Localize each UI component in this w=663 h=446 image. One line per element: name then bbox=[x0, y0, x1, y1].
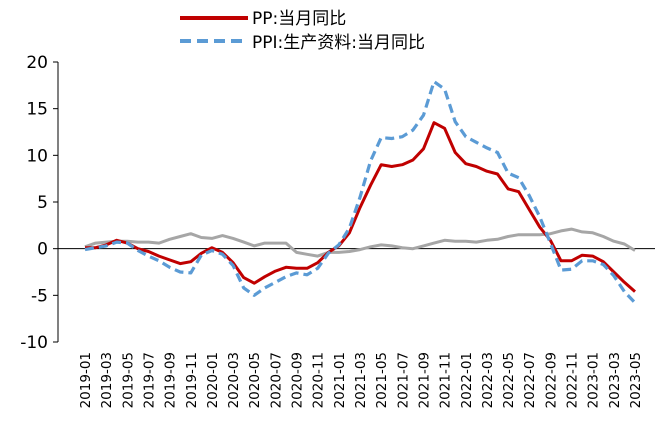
series-line-0 bbox=[85, 121, 636, 293]
x-tick-label: 2021-05 bbox=[374, 352, 390, 408]
x-tick-label: 2020-01 bbox=[205, 352, 221, 408]
x-tick-label: 2023-03 bbox=[607, 352, 623, 408]
series-line-1 bbox=[84, 79, 637, 304]
x-tick-label: 2021-09 bbox=[416, 352, 432, 408]
x-tick-label: 2019-09 bbox=[163, 352, 179, 408]
y-tick-label: -10 bbox=[20, 333, 48, 353]
x-tick-label: 2019-05 bbox=[120, 352, 136, 408]
x-tick-label: 2020-11 bbox=[311, 352, 327, 408]
y-tick-label: 20 bbox=[26, 53, 48, 73]
x-tick-label: 2020-03 bbox=[226, 352, 242, 408]
x-tick-label: 2022-07 bbox=[522, 352, 538, 408]
x-tick-label: 2023-01 bbox=[586, 352, 602, 408]
x-tick-label: 2022-09 bbox=[543, 352, 559, 408]
x-tick-label: 2022-05 bbox=[501, 352, 517, 408]
y-axis: -10 -5 0 5 10 15 20 bbox=[20, 53, 59, 353]
x-tick-label: 2021-01 bbox=[332, 352, 348, 408]
x-tick-label: 2021-03 bbox=[353, 352, 369, 408]
x-tick-label: 2019-01 bbox=[78, 352, 94, 408]
x-tick-label: 2019-11 bbox=[184, 352, 200, 408]
y-tick-label: 0 bbox=[37, 240, 48, 260]
x-tick-label: 2020-05 bbox=[247, 352, 263, 408]
y-tick-label: 15 bbox=[26, 100, 48, 120]
series-layer bbox=[84, 79, 637, 304]
x-tick-label: 2022-11 bbox=[565, 352, 581, 408]
x-tick-label: 2022-01 bbox=[459, 352, 475, 408]
y-tick-label: -5 bbox=[31, 286, 48, 306]
series-line-2 bbox=[84, 227, 636, 258]
x-tick-label: 2022-03 bbox=[480, 352, 496, 408]
x-tick-label: 2020-07 bbox=[268, 352, 284, 408]
x-axis: 2019-01 2019-03 2019-05 2019-07 2019-09 2019-… bbox=[58, 248, 655, 408]
x-tick-label: 2019-03 bbox=[99, 352, 115, 408]
legend: PP:当月同比 PPI:生产资料:当月同比 bbox=[180, 9, 425, 53]
x-tick-label: 2023-05 bbox=[628, 352, 644, 408]
x-tick-label: 2021-11 bbox=[438, 352, 454, 408]
x-tick-label: 2020-09 bbox=[290, 352, 306, 408]
y-tick-label: 5 bbox=[37, 193, 48, 213]
legend-label-ppi: PPI:生产资料:当月同比 bbox=[252, 33, 425, 53]
x-tick-label: 2021-07 bbox=[395, 352, 411, 408]
legend-label-pp: PP:当月同比 bbox=[252, 9, 346, 29]
y-tick-label: 10 bbox=[26, 146, 48, 166]
x-tick-label: 2019-07 bbox=[141, 352, 157, 408]
